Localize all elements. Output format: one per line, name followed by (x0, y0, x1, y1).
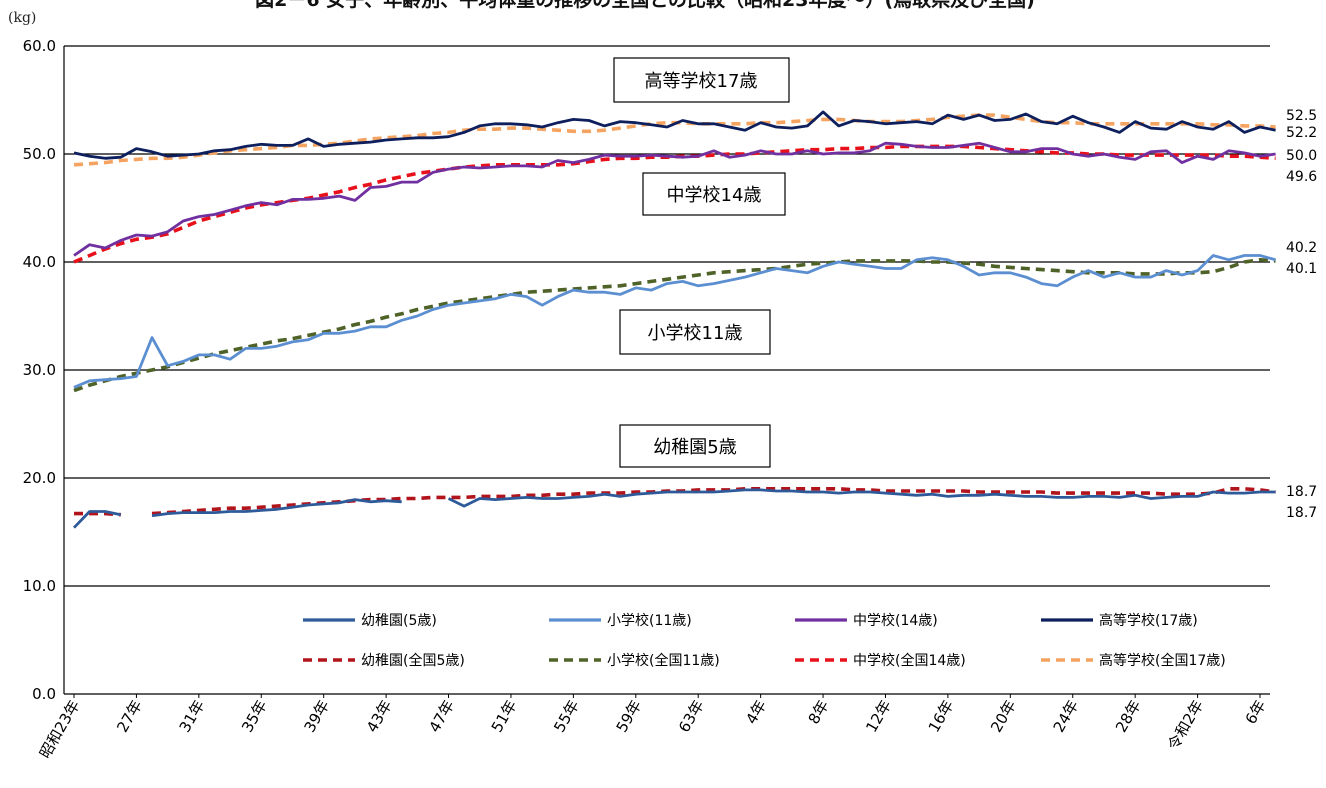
legend-label: 小学校(11歳) (607, 612, 692, 629)
y-tick-label: 40.0 (23, 253, 56, 271)
x-tick-label: 12年 (862, 697, 895, 736)
end-label-elem-tottori: 40.2 (1286, 240, 1317, 256)
group-label-elementary: 小学校11歳 (619, 309, 771, 355)
series-line (73, 254, 1276, 389)
end-label-elem-national: 40.1 (1286, 261, 1317, 277)
series-line (73, 110, 1276, 160)
x-axis-ticks: 昭和23年 27年 31年 35年 39年 43年 47年 51年 55年 59年 63年 4年 8年 1… (36, 694, 1270, 762)
x-tick-label: 20年 (987, 697, 1020, 736)
y-tick-label: 60.0 (23, 37, 56, 55)
series-line (72, 510, 122, 529)
x-tick-label: 4年 (742, 697, 770, 727)
series-line (151, 498, 402, 518)
legend: 幼稚園(5歳) 小学校(11歳) 中学校(14歳) 高等学校(17歳) 幼稚園(全国5歳… (303, 612, 1226, 669)
end-value-labels: 52.5 52.2 50.0 49.6 40.2 40.1 18.7 18.7 (1286, 108, 1317, 521)
y-tick-label: 0.0 (32, 685, 56, 703)
end-label-high-tottori: 52.2 (1286, 125, 1317, 141)
group-label-junior-high-text: 中学校14歳 (667, 185, 762, 206)
group-label-junior-high: 中学校14歳 (642, 172, 786, 216)
group-label-kindergarten-text: 幼稚園5歳 (653, 437, 736, 458)
x-tick-label: 昭和23年 (36, 697, 84, 762)
legend-label: 高等学校(全国17歳) (1099, 652, 1226, 669)
end-label-high-national: 52.5 (1286, 108, 1317, 124)
x-tick-label: 59年 (613, 697, 646, 736)
x-tick-label: 8年 (805, 697, 833, 727)
y-axis-unit: (kg) (8, 10, 36, 26)
series-line (73, 141, 1276, 257)
legend-label: 中学校(14歳) (853, 612, 938, 629)
x-tick-label: 16年 (925, 697, 958, 736)
x-tick-label: 24年 (1050, 697, 1083, 736)
x-tick-label: 35年 (238, 697, 271, 736)
y-tick-label: 50.0 (23, 145, 56, 163)
x-tick-label: 63年 (675, 697, 708, 736)
group-label-kindergarten: 幼稚園5歳 (619, 424, 771, 468)
y-tick-label: 20.0 (23, 469, 56, 487)
x-tick-label: 55年 (550, 697, 583, 736)
x-tick-label: 39年 (301, 697, 334, 736)
end-label-kinder-national: 18.7 (1286, 505, 1317, 521)
y-tick-label: 30.0 (23, 361, 56, 379)
end-label-junior-national: 49.6 (1286, 169, 1317, 185)
series-line (447, 488, 1276, 508)
x-tick-label: 51年 (488, 697, 521, 736)
series-line (74, 511, 121, 517)
x-tick-label: 27年 (113, 697, 146, 736)
series-lines (72, 110, 1276, 529)
x-tick-label: 6年 (1242, 697, 1270, 727)
group-label-high-school-text: 高等学校17歳 (645, 71, 758, 92)
x-tick-label: 31年 (176, 697, 209, 736)
gridlines (63, 45, 1270, 695)
x-tick-label: 47年 (425, 697, 458, 736)
end-label-kinder-tottori: 18.7 (1286, 484, 1317, 500)
x-tick-label: 令和2年 (1164, 697, 1207, 753)
legend-label: 小学校(全国11歳) (607, 652, 720, 669)
y-tick-label: 10.0 (23, 577, 56, 595)
group-label-elementary-text: 小学校11歳 (648, 323, 743, 344)
legend-label: 高等学校(17歳) (1099, 612, 1198, 629)
chart-title: 図2－6 女子、年齢別、平均体重の推移の全国との比較（昭和23年度～）(鳥取県及… (255, 0, 1035, 11)
legend-label: 幼稚園(全国5歳) (361, 652, 465, 669)
x-tick-label: 43年 (363, 697, 396, 736)
legend-label: 幼稚園(5歳) (361, 613, 437, 629)
end-label-junior-tottori: 50.0 (1286, 148, 1317, 164)
group-label-high-school: 高等学校17歳 (613, 57, 790, 103)
y-axis-ticks: 0.0 10.0 20.0 30.0 40.0 50.0 60.0 (23, 37, 56, 703)
x-tick-label: 28年 (1112, 697, 1145, 736)
legend-label: 中学校(全国14歳) (853, 652, 966, 669)
